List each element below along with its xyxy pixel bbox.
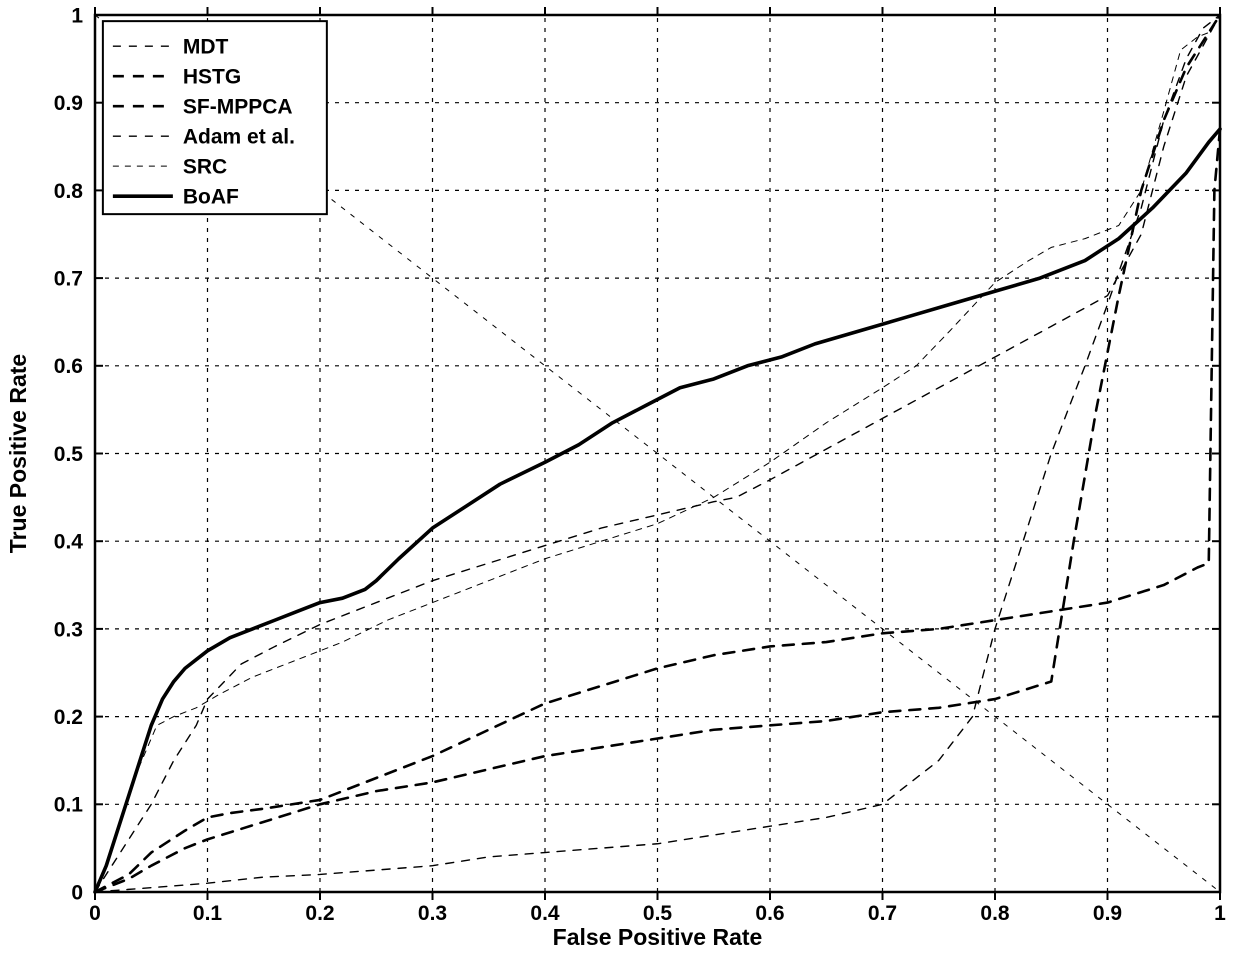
x-axis-label: False Positive Rate bbox=[553, 924, 763, 950]
ytick-label: 0 bbox=[71, 881, 83, 904]
legend-label-HSTG: HSTG bbox=[183, 65, 241, 88]
ytick-label: 0.1 bbox=[54, 794, 84, 817]
xtick-label: 0.8 bbox=[980, 902, 1010, 925]
xtick-label: 0.6 bbox=[755, 902, 784, 925]
roc-chart: 0 0.1 0.2 0.3 0.4 0.5 0.6 0.7 0.8 0.9 1 0 0.1 0.2 0.3 0… bbox=[0, 0, 1240, 957]
xtick-label: 0.1 bbox=[193, 902, 223, 925]
ytick-label: 1 bbox=[71, 4, 83, 27]
chart-svg: 0 0.1 0.2 0.3 0.4 0.5 0.6 0.7 0.8 0.9 1 0 0.1 0.2 0.3 0… bbox=[0, 0, 1240, 957]
legend-label-Adam: Adam et al. bbox=[183, 125, 295, 148]
xtick-label: 0.9 bbox=[1093, 902, 1122, 925]
ytick-label: 0.5 bbox=[54, 443, 84, 466]
ytick-label: 0.8 bbox=[54, 180, 84, 203]
ytick-label: 0.2 bbox=[54, 706, 83, 729]
xtick-label: 0.5 bbox=[643, 902, 673, 925]
xtick-label: 1 bbox=[1214, 902, 1226, 925]
legend-label-BoAF: BoAF bbox=[183, 185, 239, 208]
ytick-label: 0.6 bbox=[54, 355, 83, 378]
legend-label-SRC: SRC bbox=[183, 155, 227, 178]
ytick-label: 0.9 bbox=[54, 92, 83, 115]
y-axis-label: True Positive Rate bbox=[5, 354, 31, 553]
legend-label-MDT: MDT bbox=[183, 35, 229, 58]
xtick-label: 0.7 bbox=[868, 902, 897, 925]
ytick-label: 0.4 bbox=[54, 531, 84, 554]
xtick-label: 0 bbox=[89, 902, 101, 925]
ytick-label: 0.3 bbox=[54, 618, 83, 641]
xtick-label: 0.3 bbox=[418, 902, 447, 925]
xtick-label: 0.4 bbox=[530, 902, 560, 925]
ytick-label: 0.7 bbox=[54, 267, 83, 290]
xtick-label: 0.2 bbox=[305, 902, 334, 925]
legend-label-SF-MPPCA: SF-MPPCA bbox=[183, 95, 293, 118]
